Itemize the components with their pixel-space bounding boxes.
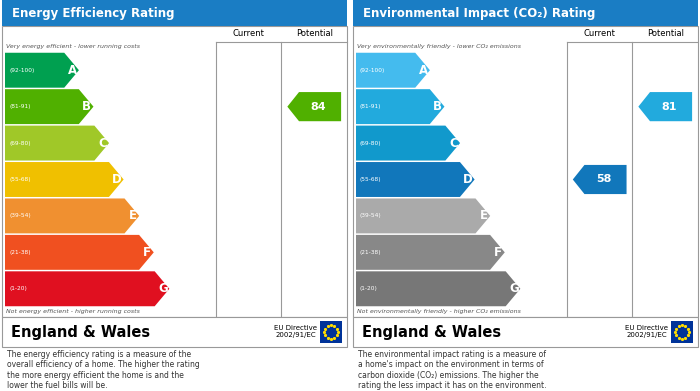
Text: (55-68): (55-68) — [9, 177, 31, 182]
Text: (39-54): (39-54) — [9, 213, 31, 219]
Text: The energy efficiency rating is a measure of the
overall efficiency of a home. T: The energy efficiency rating is a measur… — [7, 350, 199, 390]
Bar — [2, 0, 347, 26]
Polygon shape — [356, 162, 475, 197]
Polygon shape — [356, 271, 520, 306]
Text: Energy Efficiency Rating: Energy Efficiency Rating — [13, 7, 175, 20]
Text: (21-38): (21-38) — [360, 250, 382, 255]
Text: (92-100): (92-100) — [360, 68, 386, 73]
Text: (81-91): (81-91) — [9, 104, 31, 109]
Text: 58: 58 — [596, 174, 612, 185]
Text: The environmental impact rating is a measure of
a home's impact on the environme: The environmental impact rating is a mea… — [358, 350, 547, 390]
Text: G: G — [158, 282, 167, 295]
Text: A: A — [419, 64, 428, 77]
Polygon shape — [5, 271, 169, 306]
Bar — [671, 321, 693, 343]
Text: 81: 81 — [662, 102, 678, 112]
Bar — [2, 26, 347, 317]
Text: E: E — [480, 210, 488, 222]
Text: (39-54): (39-54) — [360, 213, 382, 219]
Polygon shape — [5, 126, 109, 161]
Polygon shape — [356, 199, 490, 233]
Text: EU Directive
2002/91/EC: EU Directive 2002/91/EC — [274, 325, 317, 339]
Text: England & Wales: England & Wales — [10, 325, 150, 339]
Bar — [353, 317, 698, 347]
Text: (21-38): (21-38) — [9, 250, 31, 255]
Text: (69-80): (69-80) — [9, 141, 31, 145]
Bar — [353, 26, 698, 317]
Text: F: F — [144, 246, 151, 259]
Text: EU Directive
2002/91/EC: EU Directive 2002/91/EC — [625, 325, 668, 339]
Polygon shape — [5, 199, 139, 233]
Text: D: D — [112, 173, 122, 186]
Polygon shape — [5, 53, 79, 88]
Text: (1-20): (1-20) — [360, 286, 378, 291]
Text: Potential: Potential — [295, 29, 332, 38]
Bar — [320, 321, 342, 343]
Polygon shape — [356, 126, 460, 161]
Text: G: G — [509, 282, 519, 295]
Polygon shape — [356, 89, 444, 124]
Bar — [2, 317, 347, 347]
Text: England & Wales: England & Wales — [362, 325, 500, 339]
Text: Not energy efficient - higher running costs: Not energy efficient - higher running co… — [6, 309, 140, 314]
Text: (1-20): (1-20) — [9, 286, 27, 291]
Polygon shape — [638, 92, 692, 121]
Polygon shape — [5, 235, 154, 270]
Text: Very environmentally friendly - lower CO₂ emissions: Very environmentally friendly - lower CO… — [357, 44, 521, 49]
Text: Current: Current — [232, 29, 265, 38]
Text: (81-91): (81-91) — [360, 104, 382, 109]
Text: A: A — [68, 64, 77, 77]
Text: 84: 84 — [311, 102, 326, 112]
Text: F: F — [494, 246, 502, 259]
Text: Potential: Potential — [647, 29, 684, 38]
Text: (92-100): (92-100) — [9, 68, 34, 73]
Text: Very energy efficient - lower running costs: Very energy efficient - lower running co… — [6, 44, 140, 49]
Polygon shape — [287, 92, 341, 121]
Text: (55-68): (55-68) — [360, 177, 382, 182]
Text: C: C — [449, 136, 458, 150]
Text: (69-80): (69-80) — [360, 141, 382, 145]
Text: Environmental Impact (CO₂) Rating: Environmental Impact (CO₂) Rating — [363, 7, 596, 20]
Polygon shape — [5, 89, 94, 124]
Bar — [353, 0, 698, 26]
Text: E: E — [129, 210, 137, 222]
Text: Not environmentally friendly - higher CO₂ emissions: Not environmentally friendly - higher CO… — [357, 309, 521, 314]
Polygon shape — [356, 235, 505, 270]
Text: Current: Current — [584, 29, 615, 38]
Polygon shape — [356, 53, 430, 88]
Text: C: C — [98, 136, 107, 150]
Polygon shape — [573, 165, 626, 194]
Polygon shape — [5, 162, 124, 197]
Text: B: B — [433, 100, 442, 113]
Text: B: B — [83, 100, 92, 113]
Text: D: D — [463, 173, 473, 186]
